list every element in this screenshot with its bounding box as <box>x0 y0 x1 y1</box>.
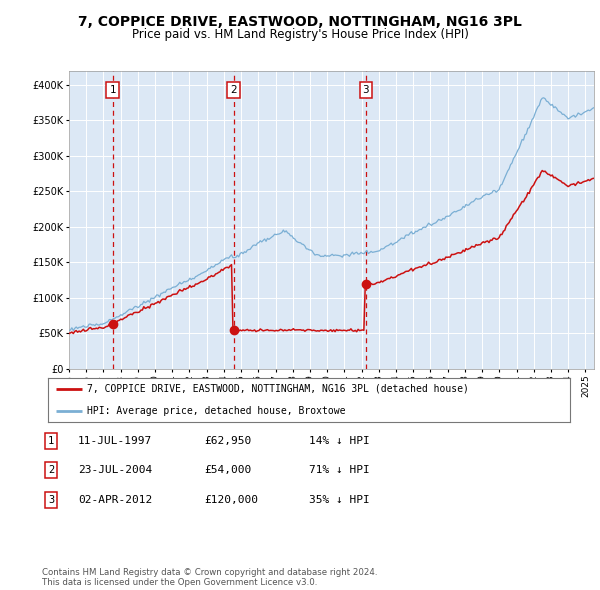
Text: 14% ↓ HPI: 14% ↓ HPI <box>309 436 370 445</box>
Text: £120,000: £120,000 <box>204 495 258 504</box>
Text: 1: 1 <box>48 436 54 445</box>
Text: 3: 3 <box>362 85 369 95</box>
Text: 2: 2 <box>230 85 237 95</box>
Text: 1: 1 <box>109 85 116 95</box>
Text: 23-JUL-2004: 23-JUL-2004 <box>78 466 152 475</box>
Text: 02-APR-2012: 02-APR-2012 <box>78 495 152 504</box>
Text: 3: 3 <box>48 495 54 504</box>
Text: 7, COPPICE DRIVE, EASTWOOD, NOTTINGHAM, NG16 3PL: 7, COPPICE DRIVE, EASTWOOD, NOTTINGHAM, … <box>78 15 522 29</box>
Text: Price paid vs. HM Land Registry's House Price Index (HPI): Price paid vs. HM Land Registry's House … <box>131 28 469 41</box>
Text: 7, COPPICE DRIVE, EASTWOOD, NOTTINGHAM, NG16 3PL (detached house): 7, COPPICE DRIVE, EASTWOOD, NOTTINGHAM, … <box>87 384 469 394</box>
Text: HPI: Average price, detached house, Broxtowe: HPI: Average price, detached house, Brox… <box>87 406 346 416</box>
Text: 11-JUL-1997: 11-JUL-1997 <box>78 436 152 445</box>
Text: Contains HM Land Registry data © Crown copyright and database right 2024.
This d: Contains HM Land Registry data © Crown c… <box>42 568 377 587</box>
Text: 71% ↓ HPI: 71% ↓ HPI <box>309 466 370 475</box>
Text: £62,950: £62,950 <box>204 436 251 445</box>
Text: £54,000: £54,000 <box>204 466 251 475</box>
Text: 35% ↓ HPI: 35% ↓ HPI <box>309 495 370 504</box>
Text: 2: 2 <box>48 466 54 475</box>
